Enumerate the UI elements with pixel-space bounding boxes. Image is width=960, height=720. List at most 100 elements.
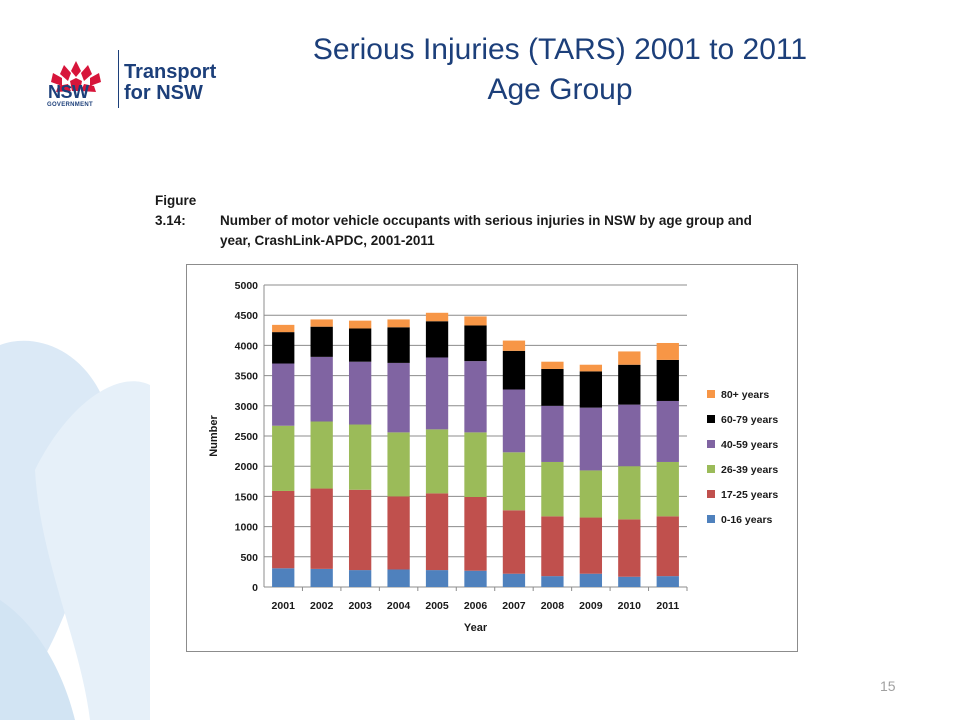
bar-segment [502,510,526,574]
bar-segment [348,570,372,587]
bar-segment [425,570,449,587]
bar-segment [579,407,603,471]
bar-segment [310,356,333,422]
y-tick-label: 2500 [235,431,259,443]
legend-swatch [707,465,715,473]
bar-segment [502,350,526,390]
bar-segment [618,404,641,467]
bar-segment [579,470,603,518]
bar-segment [656,576,679,587]
legend-swatch [707,490,715,498]
bar-segment [272,363,295,426]
bar-segment [502,452,526,511]
figure-caption-line2: year, CrashLink-APDC, 2001-2011 [220,233,435,248]
background-petal-lower [0,600,75,720]
bar-segment [579,371,603,408]
bar-segment [348,424,372,490]
y-tick-label: 1000 [235,522,259,534]
legend-label: 60-79 years [721,414,778,426]
x-tick-label: 2006 [464,600,488,612]
bar-segment [502,389,526,453]
bar-segment [387,432,410,497]
bar-segment [618,364,641,405]
x-tick-label: 2001 [272,600,296,612]
bar-segment [464,432,487,498]
bar-segment [502,573,526,587]
transport-for-nsw-logo: NSW GOVERNMENT Transport for NSW [44,44,244,114]
background-petal-upper [35,381,150,720]
bar-segment [387,319,410,328]
bar-segment [618,466,641,520]
y-tick-label: 4500 [235,310,259,322]
figure-label: Figure 3.14: [155,193,197,228]
legend-swatch [707,440,715,448]
bar-segment [656,400,679,462]
logo-word-transport: Transport [124,61,217,83]
bar-segment [541,576,564,587]
bar-segment [464,316,487,326]
bar-segment [348,489,372,571]
waratah-icon [51,61,101,92]
bar-segment [310,326,333,357]
y-tick-label: 500 [240,552,258,564]
bar-segment [425,429,449,494]
chart-frame: 0 500 1000 1500 2000 2500 3000 3500 4000 4500 5000… [186,264,798,652]
x-tick-label: 2009 [579,600,603,612]
y-axis-title: Number [208,415,220,457]
bar-segment [656,359,679,401]
bar-segment [656,516,679,577]
y-tick-label: 3500 [235,371,259,383]
bar-segment [618,351,641,365]
figure-caption: Figure 3.14: Number of motor vehicle occu… [155,191,855,251]
y-tick-label: 3000 [235,401,259,413]
x-axis-title: Year [464,622,488,634]
bar-segment [310,488,333,569]
bar-segment [541,361,564,369]
bar-segment [272,332,295,364]
legend-swatch [707,515,715,523]
bar-segment [502,340,526,351]
x-tick-label: 2002 [310,600,334,612]
bar-segment [310,421,333,489]
bar-segment [618,519,641,577]
bar-segment [387,362,410,433]
slide-title-line1: Serious Injuries (TARS) 2001 to 2011 [312,33,808,66]
bar-segment [541,461,564,517]
x-tick-label: 2008 [541,600,565,612]
legend-label: 17-25 years [721,489,778,501]
bar-segment [656,461,679,517]
logo-divider [118,50,119,108]
x-tick-label: 2004 [387,600,411,612]
legend-label: 80+ years [721,389,769,401]
bar-segment [541,368,564,406]
legend-label: 26-39 years [721,464,778,476]
bar-segment [464,570,487,587]
bar-segment [387,569,410,587]
logo-nsw-text: NSW [48,82,89,102]
bar-segment [425,312,449,322]
bar-segment [272,425,295,491]
x-tick-label: 2011 [656,600,679,612]
bar-segment [541,405,564,462]
bar-segment [272,324,295,333]
legend-label: 0-16 years [721,514,773,526]
bar-segment [348,328,372,362]
slide-title: Serious Injuries (TARS) 2001 to 2011 Age… [240,30,880,110]
bar-segment [541,516,564,577]
bar-segment [464,325,487,362]
figure-caption-line1: Number of motor vehicle occupants with s… [220,213,752,228]
y-tick-label: 1500 [235,491,259,503]
bar-segment [579,573,603,587]
bar-segment [348,320,372,329]
stacked-bar-chart: 0 500 1000 1500 2000 2500 3000 3500 4000 4500 5000… [208,280,778,634]
page-number: 15 [880,678,896,694]
y-tick-label: 2000 [235,461,259,473]
bar-segment [618,576,641,587]
logo-word-for-nsw: for NSW [124,82,203,104]
bar-segment [579,364,603,372]
x-tick-label: 2010 [618,600,642,612]
bar-segment [579,517,603,574]
bar-segment [272,568,295,587]
y-tick-label: 0 [252,582,258,594]
